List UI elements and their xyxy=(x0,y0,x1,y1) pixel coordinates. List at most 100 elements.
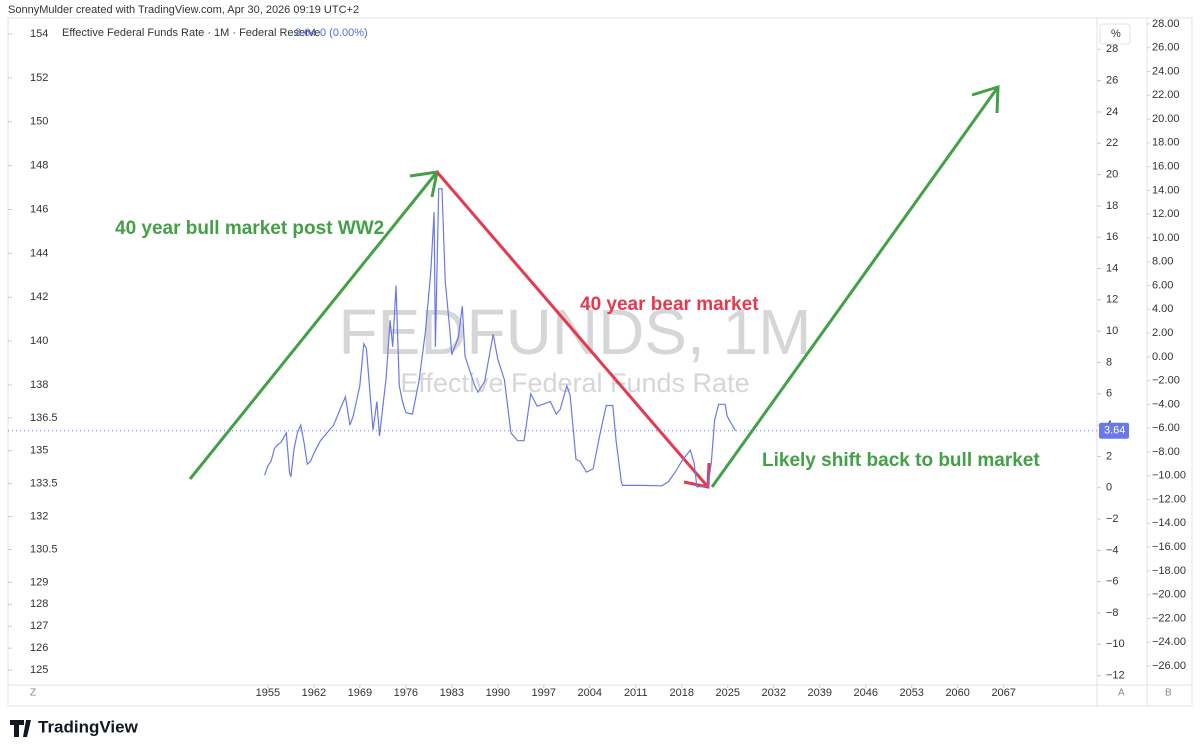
y2-tick-label: 28.00 xyxy=(1152,18,1180,30)
left-tick-label: 126 xyxy=(30,642,48,654)
y2-tick-label: 6.00 xyxy=(1152,279,1173,291)
y2-tick-label: −12.00 xyxy=(1152,493,1186,505)
x-tick-label: 2004 xyxy=(578,687,602,699)
arrow-head xyxy=(971,84,1000,114)
y-tick-label: 18 xyxy=(1106,200,1118,212)
x-tick-label: 2011 xyxy=(624,687,648,699)
logo-text: TradingView xyxy=(38,717,139,736)
y-tick-label: 12 xyxy=(1106,294,1118,306)
x-tick-label: 2046 xyxy=(853,687,877,699)
y2-tick-label: 20.00 xyxy=(1152,113,1180,125)
series-line xyxy=(264,188,737,488)
y2-tick-label: −4.00 xyxy=(1152,398,1180,410)
y2-tick-label: −24.00 xyxy=(1152,636,1186,648)
legend-change: 0 (0.00%) xyxy=(320,27,368,39)
y2-tick-label: −8.00 xyxy=(1152,446,1180,458)
left-tick-label: 127 xyxy=(30,620,48,632)
y2-tick-label: 22.00 xyxy=(1152,89,1180,101)
left-tick-label: 135 xyxy=(30,445,48,457)
y2-tick-label: −22.00 xyxy=(1152,612,1186,624)
last-value-badge xyxy=(1099,422,1129,439)
arrow-head xyxy=(683,462,711,489)
y2-tick-label: −16.00 xyxy=(1152,541,1186,553)
left-tick-label: 133.5 xyxy=(30,478,58,490)
y2-tick-label: 18.00 xyxy=(1152,137,1180,149)
x-tick-label: 1983 xyxy=(440,687,464,699)
x-tick-label: 2067 xyxy=(991,687,1015,699)
bear-arrow xyxy=(435,171,710,488)
x-tick-label: 1962 xyxy=(302,687,326,699)
left-tick-label: 129 xyxy=(30,576,48,588)
y-tick-label: −2 xyxy=(1106,513,1119,525)
watermark-subtitle: Effective Federal Funds Rate xyxy=(400,368,749,398)
y2-tick-label: −20.00 xyxy=(1152,589,1186,601)
left-tick-label: 138 xyxy=(30,379,48,391)
unit-label: % xyxy=(1111,28,1121,40)
y-tick-label: 22 xyxy=(1106,137,1118,149)
y-tick-label: 6 xyxy=(1106,388,1112,400)
y-tick-label: −12 xyxy=(1106,670,1125,682)
y-tick-label: −6 xyxy=(1106,576,1119,588)
y2-tick-label: 16.00 xyxy=(1152,161,1180,173)
y-tick-label: 20 xyxy=(1106,168,1118,180)
left-tick-label: 142 xyxy=(30,291,48,303)
arrows xyxy=(188,84,1000,489)
y2-tick-label: −18.00 xyxy=(1152,565,1186,577)
bull-arrow xyxy=(188,171,439,480)
legend-value: 3.64 xyxy=(295,27,316,39)
y2-tick-label: 12.00 xyxy=(1152,208,1180,220)
left-tick-label: 150 xyxy=(30,116,48,128)
y2-tick-label: −26.00 xyxy=(1152,660,1186,672)
x-tick-label: 1997 xyxy=(532,687,556,699)
annotation: Likely shift back to bull market xyxy=(762,450,1040,471)
x-tick-label: 2053 xyxy=(899,687,923,699)
chart-frame xyxy=(7,17,1193,707)
x-tick-label: 2060 xyxy=(945,687,969,699)
y-tick-label: −8 xyxy=(1106,607,1119,619)
x-tick-label: 2025 xyxy=(716,687,740,699)
x-tick-label: 2039 xyxy=(807,687,831,699)
corner-label[interactable]: A xyxy=(1118,688,1125,699)
y-tick-label: 24 xyxy=(1106,106,1118,118)
y2-tick-label: −14.00 xyxy=(1152,517,1186,529)
left-tick-label: 148 xyxy=(30,160,48,172)
y2-tick-label: 24.00 xyxy=(1152,65,1180,77)
x-tick-label: 1969 xyxy=(348,687,372,699)
y-tick-label: 28 xyxy=(1106,43,1118,55)
x-tick-label: 1976 xyxy=(394,687,418,699)
left-tick-label: 146 xyxy=(30,203,48,215)
corner-label[interactable]: B xyxy=(1165,688,1172,699)
x-tick-label: 1955 xyxy=(256,687,280,699)
last-value-label: 3.64 xyxy=(1104,425,1125,437)
left-tick-label: 152 xyxy=(30,72,48,84)
y2-tick-label: 0.00 xyxy=(1152,351,1173,363)
x-tick-label: 2018 xyxy=(670,687,694,699)
y2-tick-label: 2.00 xyxy=(1152,327,1173,339)
y2-tick-label: 14.00 xyxy=(1152,184,1180,196)
y-tick-label: −4 xyxy=(1106,544,1119,556)
corner-label[interactable]: Z xyxy=(30,688,36,699)
left-tick-label: 140 xyxy=(30,335,48,347)
y2-tick-label: −10.00 xyxy=(1152,470,1186,482)
y-tick-label: 2 xyxy=(1106,450,1112,462)
y-tick-label: −10 xyxy=(1106,638,1125,650)
logo-mark xyxy=(10,720,31,737)
annotation: 40 year bull market post WW2 xyxy=(115,218,384,239)
left-tick-label: 130.5 xyxy=(30,543,58,555)
left-tick-label: 125 xyxy=(30,664,48,676)
annotation: 40 year bear market xyxy=(580,294,759,315)
y2-tick-label: −2.00 xyxy=(1152,375,1180,387)
y2-tick-label: 4.00 xyxy=(1152,303,1173,315)
y-tick-label: 26 xyxy=(1106,75,1118,87)
y2-tick-label: 26.00 xyxy=(1152,42,1180,54)
bull-arrow xyxy=(710,86,1000,488)
header: SonnyMulder created with TradingView.com… xyxy=(8,4,359,16)
unit-box[interactable] xyxy=(1099,23,1131,45)
legend-title: Effective Federal Funds Rate · 1M · Fede… xyxy=(62,27,320,39)
y-tick-label: 10 xyxy=(1106,325,1118,337)
left-tick-label: 154 xyxy=(30,28,48,40)
x-tick-label: 2032 xyxy=(761,687,785,699)
left-tick-label: 136.5 xyxy=(30,412,58,424)
left-tick-label: 132 xyxy=(30,510,48,522)
